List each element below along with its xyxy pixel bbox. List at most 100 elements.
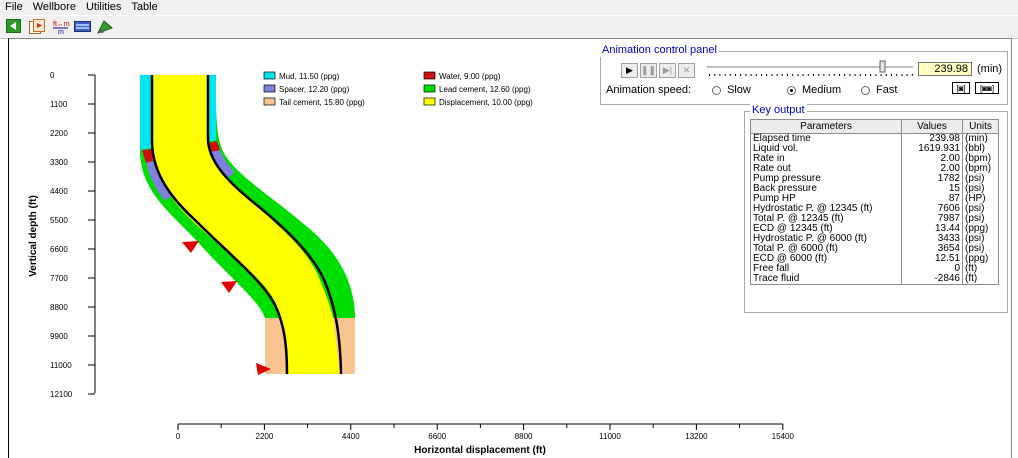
slider-tick	[859, 74, 861, 76]
step-button[interactable]: ▶|	[659, 63, 676, 78]
x-tick-label: 4400	[342, 432, 360, 441]
slider-tick	[839, 74, 840, 76]
speed-slow-radio[interactable]: Slow	[712, 84, 751, 96]
legend-swatch-tail-cement	[263, 97, 276, 106]
x-tick-label: 8800	[515, 432, 533, 441]
slider-tick	[792, 74, 794, 76]
speed-medium-label: Medium	[802, 84, 842, 96]
y-tick-label: 2200	[50, 129, 68, 138]
unit-cell: (psi)	[962, 234, 999, 244]
table-row: Free fall 0 (ft)	[750, 264, 999, 274]
unit-cell: (ft)	[962, 264, 999, 274]
x-tick-label: 13200	[685, 432, 708, 441]
play-button[interactable]: ▶	[621, 63, 638, 78]
y-tick-label: 12100	[50, 390, 73, 399]
y-tick-label: 4400	[50, 187, 68, 196]
legend-label-displacement: Displacement, 10.00 (ppg)	[439, 98, 533, 107]
table-icon[interactable]	[74, 19, 92, 35]
slider-tick	[828, 74, 830, 76]
x-tick-label: 2200	[256, 432, 274, 441]
menu-utilities[interactable]: Utilities	[85, 1, 122, 13]
casing-left-wall	[150, 75, 289, 375]
x-tick-label: 6600	[428, 432, 446, 441]
unit-cell: (psi)	[962, 184, 999, 194]
y-tick-label: 8800	[50, 303, 68, 312]
menu-bar: File Wellbore Utilities Table	[0, 0, 1018, 15]
unit-cell: (psi)	[962, 174, 999, 184]
column-header-values: Values	[901, 119, 963, 134]
pause-button[interactable]: ❚❚	[640, 63, 657, 78]
legend-label-lead-cement: Lead cement, 12.60 (ppg)	[439, 85, 531, 94]
speed-slow-label: Slow	[727, 84, 751, 96]
displacement-region	[153, 75, 340, 374]
mud-left-annulus	[140, 75, 151, 150]
y-tick-label: 3300	[50, 158, 68, 167]
casing-shoe-marker-3	[256, 363, 271, 375]
column-header-parameters: Parameters	[750, 119, 902, 134]
table-row: Rate in 2.00 (bpm)	[750, 154, 999, 164]
stop-button[interactable]: ✕	[678, 63, 695, 78]
slider-tick	[906, 74, 908, 76]
slider-tick	[833, 74, 835, 76]
slider-tick	[911, 74, 913, 76]
y-tick-label: 5500	[50, 216, 68, 225]
legend-swatch-lead-cement	[423, 84, 436, 93]
slider-tick	[865, 74, 866, 76]
unit-cell: (HP)	[962, 194, 999, 204]
slider-tick	[849, 74, 851, 76]
y-tick-label: 6600	[50, 245, 68, 254]
radio-dot	[861, 85, 870, 95]
menu-wellbore[interactable]: Wellbore	[32, 1, 76, 13]
unit-cell: (bbl)	[962, 144, 999, 154]
slider-tick	[885, 74, 887, 76]
slider-tick	[891, 74, 892, 76]
slider-tick	[766, 74, 768, 76]
slider-tick	[844, 74, 846, 76]
menu-table[interactable]: Table	[131, 1, 158, 13]
legend-label-mud: Mud, 11.50 (ppg)	[279, 72, 340, 81]
speed-fast-radio[interactable]: Fast	[861, 84, 897, 96]
time-slider[interactable]	[705, 60, 915, 80]
legend-label-spacer: Spacer, 12.20 (ppg)	[279, 85, 350, 94]
unit-cell: (psi)	[962, 214, 999, 224]
legend-swatch-displacement	[423, 97, 436, 106]
unit-cell: (psi)	[962, 204, 999, 214]
table-row: Trace fluid -2846 (ft)	[750, 274, 999, 285]
speed-medium-radio[interactable]: Medium	[787, 84, 841, 96]
radio-dot-selected	[787, 85, 796, 95]
value-cell: 12.51	[901, 254, 963, 264]
slider-tick	[781, 74, 783, 76]
slider-tick	[735, 74, 736, 76]
slider-tick	[750, 74, 752, 76]
x-axis-ticks: 0 2200 4400 6600 8800 11000 13200 15400	[176, 424, 795, 441]
radio-dot	[712, 85, 721, 95]
svg-text:ft↔m: ft↔m	[53, 21, 70, 28]
slider-tick	[813, 74, 814, 76]
slider-tick	[875, 74, 877, 76]
slider-thumb[interactable]	[879, 60, 886, 73]
unit-cell: (bpm)	[962, 154, 999, 164]
table-row: Hydrostatic P. @ 6000 (ft) 3433 (psi)	[750, 234, 999, 244]
record-camera-icon[interactable]: [◙◙]	[975, 82, 999, 94]
x-tick-label: 15400	[772, 432, 795, 441]
play-video-icon[interactable]	[29, 19, 47, 35]
elapsed-time-input[interactable]: 239.98	[918, 62, 972, 76]
slider-tick	[802, 74, 804, 76]
menu-file[interactable]: File	[5, 1, 23, 13]
table-row: ECD @ 12345 (ft) 13.44 (ppg)	[750, 224, 999, 234]
slider-tick	[807, 74, 809, 76]
run-animation-icon[interactable]	[96, 19, 114, 35]
slider-tick	[870, 74, 872, 76]
snapshot-camera-icon[interactable]: [◙]	[952, 82, 970, 94]
table-row: Pump pressure 1782 (psi)	[750, 174, 999, 184]
back-arrow-icon[interactable]	[6, 19, 24, 35]
x-tick-label: 11000	[599, 432, 621, 441]
casing-right-wall	[206, 75, 343, 375]
legend-label-water: Water, 9.00 (ppg)	[439, 72, 501, 81]
table-row: Pump HP 87 (HP)	[750, 194, 999, 204]
casing-shoe-marker-1	[182, 241, 199, 253]
ft-m-units-icon[interactable]: ft↔m m	[52, 19, 70, 36]
unit-cell: (psi)	[962, 244, 999, 254]
legend-label-tail-cement: Tail cement, 15.80 (ppg)	[279, 98, 365, 107]
